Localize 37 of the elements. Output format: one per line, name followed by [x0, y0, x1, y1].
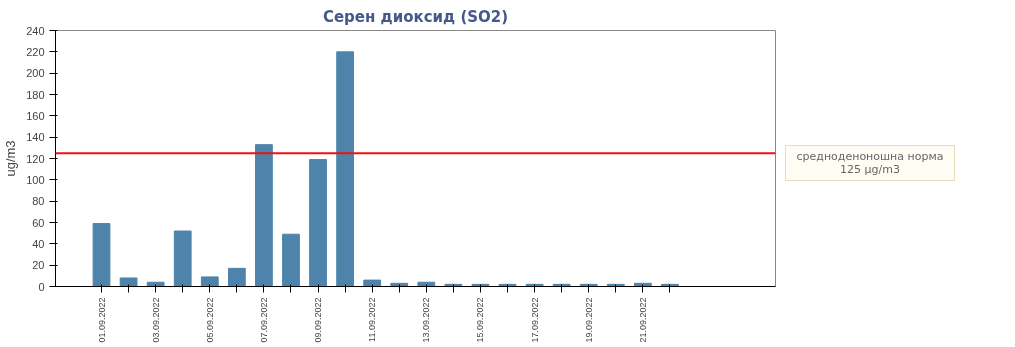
y-axis-title: ug/m3	[3, 140, 19, 177]
x-tick-label: 15.09.2022	[475, 297, 486, 343]
bar	[282, 233, 300, 287]
x-tick-label: 07.09.2022	[258, 297, 269, 343]
bar	[227, 267, 246, 287]
y-tick-label: 240	[26, 24, 45, 37]
bar	[309, 159, 327, 287]
y-tick-label: 220	[26, 45, 45, 58]
chart-title: Серен диоксид (SO2)	[322, 7, 509, 26]
y-tick-label: 100	[26, 173, 45, 186]
y-tick-label: 40	[32, 237, 45, 250]
y-tick-label: 60	[32, 216, 45, 229]
y-tick-label: 140	[26, 131, 45, 144]
y-tick-label: 0	[38, 280, 45, 293]
x-tick-label: 13.09.2022	[421, 297, 432, 343]
bar	[119, 277, 138, 287]
bar	[92, 223, 111, 287]
y-tick-label: 160	[26, 109, 45, 122]
y-tick-label: 180	[26, 88, 45, 101]
x-tick-label: 01.09.2022	[96, 297, 107, 343]
x-tick-label: 19.09.2022	[583, 297, 594, 343]
bar	[336, 51, 355, 287]
x-tick-label: 17.09.2022	[529, 297, 540, 343]
bar	[200, 276, 219, 287]
y-tick-label: 120	[26, 152, 45, 165]
x-tick-label: 21.09.2022	[637, 297, 648, 343]
ref-line-label: средноденоношна норма 125 µg/m3	[785, 145, 955, 181]
x-tick-label: 05.09.2022	[204, 297, 215, 343]
bar	[173, 230, 192, 287]
x-tick-label: 09.09.2022	[313, 297, 324, 343]
y-tick-label: 80	[32, 195, 45, 208]
bar	[255, 144, 273, 287]
x-tick-label: 11.09.2022	[367, 297, 378, 342]
x-tick-label: 03.09.2022	[150, 297, 161, 343]
y-tick-label: 200	[26, 67, 45, 80]
bar	[363, 279, 382, 287]
y-tick-label: 20	[32, 259, 45, 272]
